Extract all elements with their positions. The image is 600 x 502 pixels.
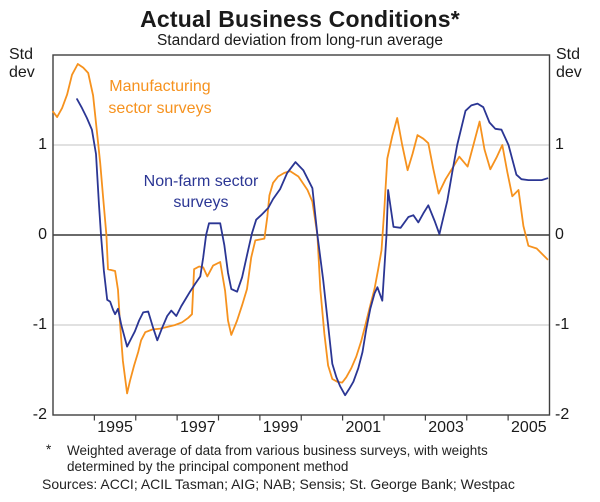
x-tick-label-2001: 2001 [345,419,382,436]
nonfarm-line [76,98,549,397]
x-tick-label-2003: 2003 [428,419,464,436]
y-axis-unit-right: Std dev [556,46,582,82]
y-axis-unit-left-line1: Std [9,46,34,63]
y-tick-label-right-1: 1 [555,136,564,153]
y-axis-unit-left: Std dev [9,46,35,82]
plot-frame [52,54,551,416]
x-tick-label-1999: 1999 [262,419,299,436]
y-tick-label-left--1: -1 [32,316,47,333]
y-tick-label-left-1: 1 [38,136,47,153]
footnote-line2: determined by the principal component me… [67,459,349,474]
y-tick-label-right--2: -2 [555,406,570,423]
legend-manufacturing-line2: sector surveys [108,100,212,117]
y-tick-label-right-0: 0 [555,226,564,243]
y-tick-label-left--2: -2 [32,406,47,423]
footnote-marker: * [46,442,52,457]
y-tick-label-left-0: 0 [38,226,47,243]
legend-nonfarm: Non-farm sector surveys [144,171,259,213]
sources-line: Sources: ACCI; ACIL Tasman; AIG; NAB; Se… [42,476,515,492]
legend-manufacturing: Manufacturing sector surveys [108,76,211,120]
manufacturing-line [52,63,549,395]
y-axis-unit-left-line2: dev [9,64,35,81]
legend-nonfarm-line1: Non-farm sector [143,173,259,190]
x-tick-label-1997: 1997 [180,419,216,436]
x-tick-label-2005: 2005 [511,419,547,436]
chart-subtitle: Standard deviation from long-run average [156,32,444,49]
y-axis-unit-right-line2: dev [556,64,582,81]
y-axis-unit-right-line1: Std [556,46,581,63]
legend-nonfarm-line2: surveys [173,194,229,211]
x-tick-label-1995: 1995 [97,419,133,436]
page-title: Actual Business Conditions* [140,6,460,32]
legend-manufacturing-line1: Manufacturing [109,78,211,95]
footnote-line1: Weighted average of data from various bu… [67,443,488,458]
y-tick-label-right--1: -1 [555,316,570,333]
